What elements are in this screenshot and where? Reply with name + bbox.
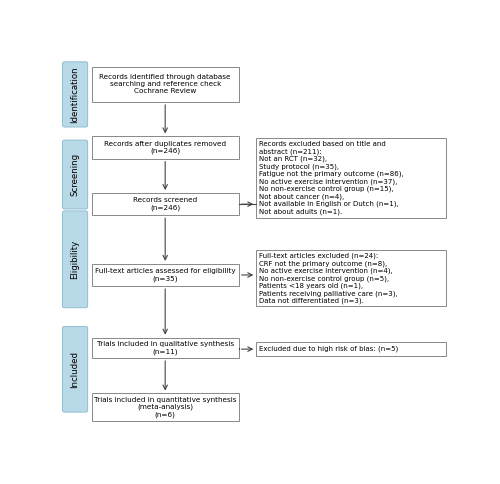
FancyBboxPatch shape <box>92 67 239 102</box>
Text: Full-text articles assessed for eligibility
(n=35): Full-text articles assessed for eligibil… <box>95 268 236 282</box>
Text: Excluded due to high risk of bias: (n=5): Excluded due to high risk of bias: (n=5) <box>260 345 398 351</box>
Text: Trials included in qualitative synthesis
(n=11): Trials included in qualitative synthesis… <box>96 341 234 355</box>
Text: Records screened
(n=246): Records screened (n=246) <box>133 197 198 211</box>
Text: Records excluded based on title and
abstract (n=211):
Not an RCT (n=32),
Study p: Records excluded based on title and abst… <box>260 141 404 215</box>
Text: Eligibility: Eligibility <box>70 240 80 279</box>
Text: Included: Included <box>70 351 80 388</box>
Text: Records after duplicates removed
(n=246): Records after duplicates removed (n=246) <box>104 141 226 154</box>
FancyBboxPatch shape <box>256 250 446 306</box>
Text: Full-text articles excluded (n=24):
CRF not the primary outcome (n=8),
No active: Full-text articles excluded (n=24): CRF … <box>260 253 398 304</box>
FancyBboxPatch shape <box>92 193 239 215</box>
FancyBboxPatch shape <box>92 264 239 286</box>
FancyBboxPatch shape <box>92 338 239 358</box>
FancyBboxPatch shape <box>62 326 88 412</box>
FancyBboxPatch shape <box>256 138 446 218</box>
FancyBboxPatch shape <box>62 211 88 308</box>
Text: Screening: Screening <box>70 153 80 196</box>
FancyBboxPatch shape <box>62 62 88 127</box>
FancyBboxPatch shape <box>92 136 239 159</box>
Text: Records identified through database
searching and reference check
Cochrane Revie: Records identified through database sear… <box>100 75 231 94</box>
FancyBboxPatch shape <box>92 393 239 422</box>
Text: Trials included in quantitative synthesis
(meta-analysis)
(n=6): Trials included in quantitative synthesi… <box>94 397 236 418</box>
FancyBboxPatch shape <box>62 140 88 209</box>
Text: Identification: Identification <box>70 66 80 123</box>
FancyBboxPatch shape <box>256 342 446 356</box>
